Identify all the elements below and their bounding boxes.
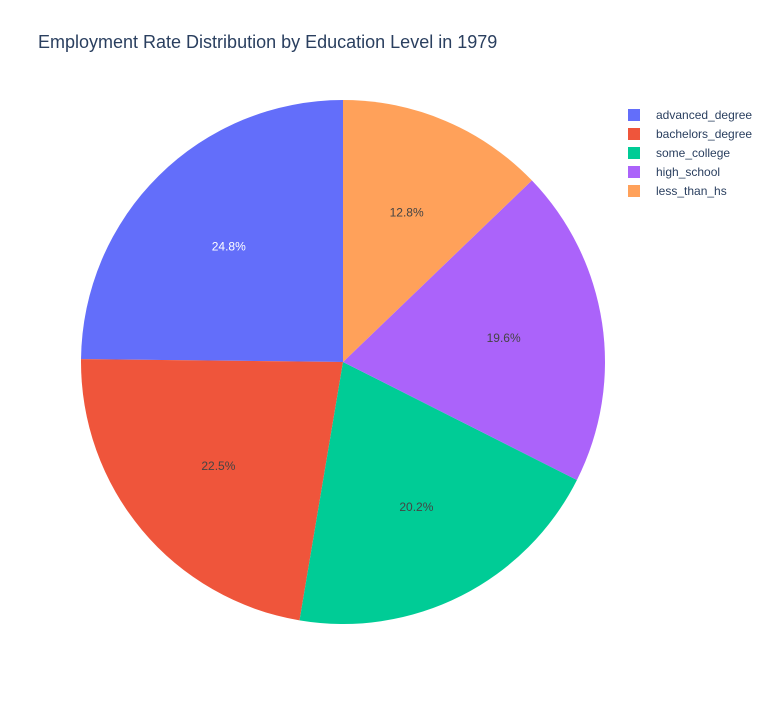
- legend-item-high-school[interactable]: high_school: [628, 162, 752, 181]
- pie-value-labels: 24.8% 22.5% 20.2% 19.6% 12.8%: [201, 206, 521, 514]
- pie-slice-some-college[interactable]: [299, 362, 577, 625]
- slice-value-label-high-school: 19.6%: [487, 331, 521, 345]
- legend-swatch: [628, 165, 640, 178]
- legend-swatch: [628, 127, 640, 140]
- pie-slice-bachelors-degree[interactable]: [81, 359, 343, 621]
- legend-item-advanced-degree[interactable]: advanced_degree: [628, 105, 752, 124]
- pie-slice-advanced-degree[interactable]: [81, 100, 344, 362]
- legend-item-some-college[interactable]: some_college: [628, 143, 752, 162]
- legend-label: less_than_hs: [656, 183, 727, 198]
- legend: advanced_degree bachelors_degree some_coll…: [628, 105, 752, 200]
- legend-label: bachelors_degree: [656, 126, 753, 141]
- slice-value-label-bachelors-degree: 22.5%: [201, 459, 235, 473]
- slice-value-label-some-college: 20.2%: [399, 500, 433, 514]
- pie-slices: [81, 100, 606, 625]
- slice-value-label-advanced-degree: 24.8%: [212, 240, 246, 254]
- pie-slice-high-school[interactable]: [343, 180, 606, 480]
- chart-title: Employment Rate Distribution by Educatio…: [38, 32, 498, 52]
- pie-slice-less-than-hs[interactable]: [343, 100, 532, 362]
- legend-label: advanced_degree: [656, 107, 753, 122]
- legend-swatch: [628, 108, 640, 121]
- legend-item-less-than-hs[interactable]: less_than_hs: [628, 181, 752, 200]
- legend-swatch: [628, 184, 640, 197]
- slice-value-label-less-than-hs: 12.8%: [390, 206, 424, 220]
- legend-swatch: [628, 146, 640, 159]
- legend-item-bachelors-degree[interactable]: bachelors_degree: [628, 124, 752, 143]
- legend-label: some_college: [656, 145, 731, 160]
- legend-label: high_school: [656, 164, 721, 179]
